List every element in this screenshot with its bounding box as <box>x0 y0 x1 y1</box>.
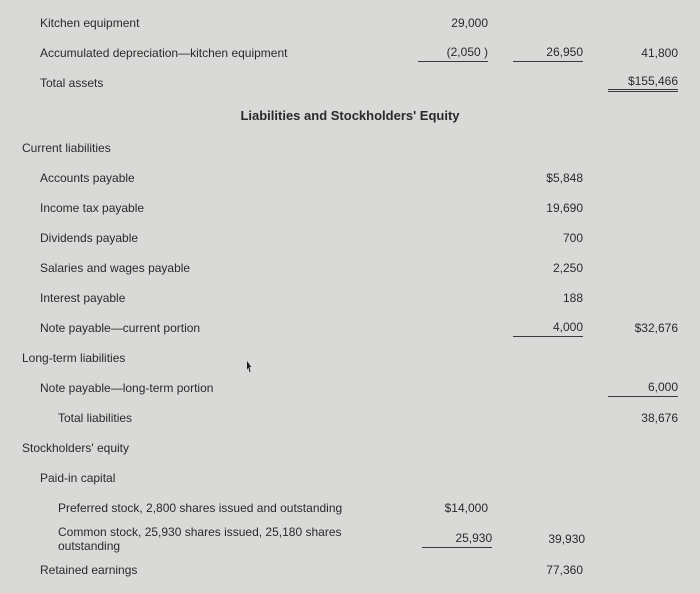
amount-col3: 41,800 <box>583 46 678 60</box>
label: Preferred stock, 2,800 shares issued and… <box>22 501 393 515</box>
label: Note payable—long-term portion <box>22 381 393 395</box>
row-interest-payable: Interest payable 188 <box>22 283 678 313</box>
amount-col2: 39,930 <box>492 532 585 546</box>
label: Retained earnings <box>22 563 393 577</box>
amount-col2: 700 <box>488 231 583 245</box>
amount-col3: 6,000 <box>583 380 678 397</box>
label: Accumulated depreciation—kitchen equipme… <box>22 46 393 60</box>
amount-col3: $32,676 <box>583 321 678 335</box>
amount-col1: (2,050 ) <box>393 45 488 62</box>
heading-current-liabilities: Current liabilities <box>22 133 678 163</box>
amount-col3: 38,676 <box>583 411 678 425</box>
amount-col2: $5,848 <box>488 171 583 185</box>
row-common-stock: Common stock, 25,930 shares issued, 25,1… <box>22 523 678 555</box>
amount-col1: $14,000 <box>393 501 488 515</box>
amount-col1: 25,930 <box>399 531 492 548</box>
label: Stockholders' equity <box>22 441 393 455</box>
amount-col2: 2,250 <box>488 261 583 275</box>
heading-long-term-liabilities: Long-term liabilities <box>22 343 678 373</box>
row-retained-earnings: Retained earnings 77,360 <box>22 555 678 585</box>
amount-col3: $155,466 <box>583 74 678 92</box>
amount-col2: 19,690 <box>488 201 583 215</box>
row-note-payable-current: Note payable—current portion 4,000 $32,6… <box>22 313 678 343</box>
label: Salaries and wages payable <box>22 261 393 275</box>
label: Interest payable <box>22 291 393 305</box>
amount-col2: 26,950 <box>488 45 583 62</box>
row-salaries-wages-payable: Salaries and wages payable 2,250 <box>22 253 678 283</box>
amount-col1: 29,000 <box>393 16 488 30</box>
label: Common stock, 25,930 shares issued, 25,1… <box>22 525 399 553</box>
amount-col2: 4,000 <box>488 320 583 337</box>
row-accum-depreciation: Accumulated depreciation—kitchen equipme… <box>22 38 678 68</box>
amount-col2: 77,360 <box>488 563 583 577</box>
label: Long-term liabilities <box>22 351 393 365</box>
row-total-liabilities: Total liabilities 38,676 <box>22 403 678 433</box>
row-accounts-payable: Accounts payable $5,848 <box>22 163 678 193</box>
row-note-payable-longterm: Note payable—long-term portion 6,000 <box>22 373 678 403</box>
balance-sheet: Kitchen equipment 29,000 Accumulated dep… <box>0 0 700 593</box>
label: Total assets <box>22 76 393 90</box>
label: Income tax payable <box>22 201 393 215</box>
label: Accounts payable <box>22 171 393 185</box>
row-dividends-payable: Dividends payable 700 <box>22 223 678 253</box>
label: Total liabilities <box>22 411 393 425</box>
heading-stockholders-equity: Stockholders' equity <box>22 433 678 463</box>
row-kitchen-equipment: Kitchen equipment 29,000 <box>22 8 678 38</box>
label: Kitchen equipment <box>22 16 393 30</box>
section-title: Liabilities and Stockholders' Equity <box>22 98 678 133</box>
row-preferred-stock: Preferred stock, 2,800 shares issued and… <box>22 493 678 523</box>
label: Note payable—current portion <box>22 321 393 335</box>
row-paid-in-capital: Paid-in capital <box>22 463 678 493</box>
row-total-assets: Total assets $155,466 <box>22 68 678 98</box>
label: Current liabilities <box>22 141 393 155</box>
amount-col2: 188 <box>488 291 583 305</box>
label: Dividends payable <box>22 231 393 245</box>
label: Paid-in capital <box>22 471 393 485</box>
row-income-tax-payable: Income tax payable 19,690 <box>22 193 678 223</box>
